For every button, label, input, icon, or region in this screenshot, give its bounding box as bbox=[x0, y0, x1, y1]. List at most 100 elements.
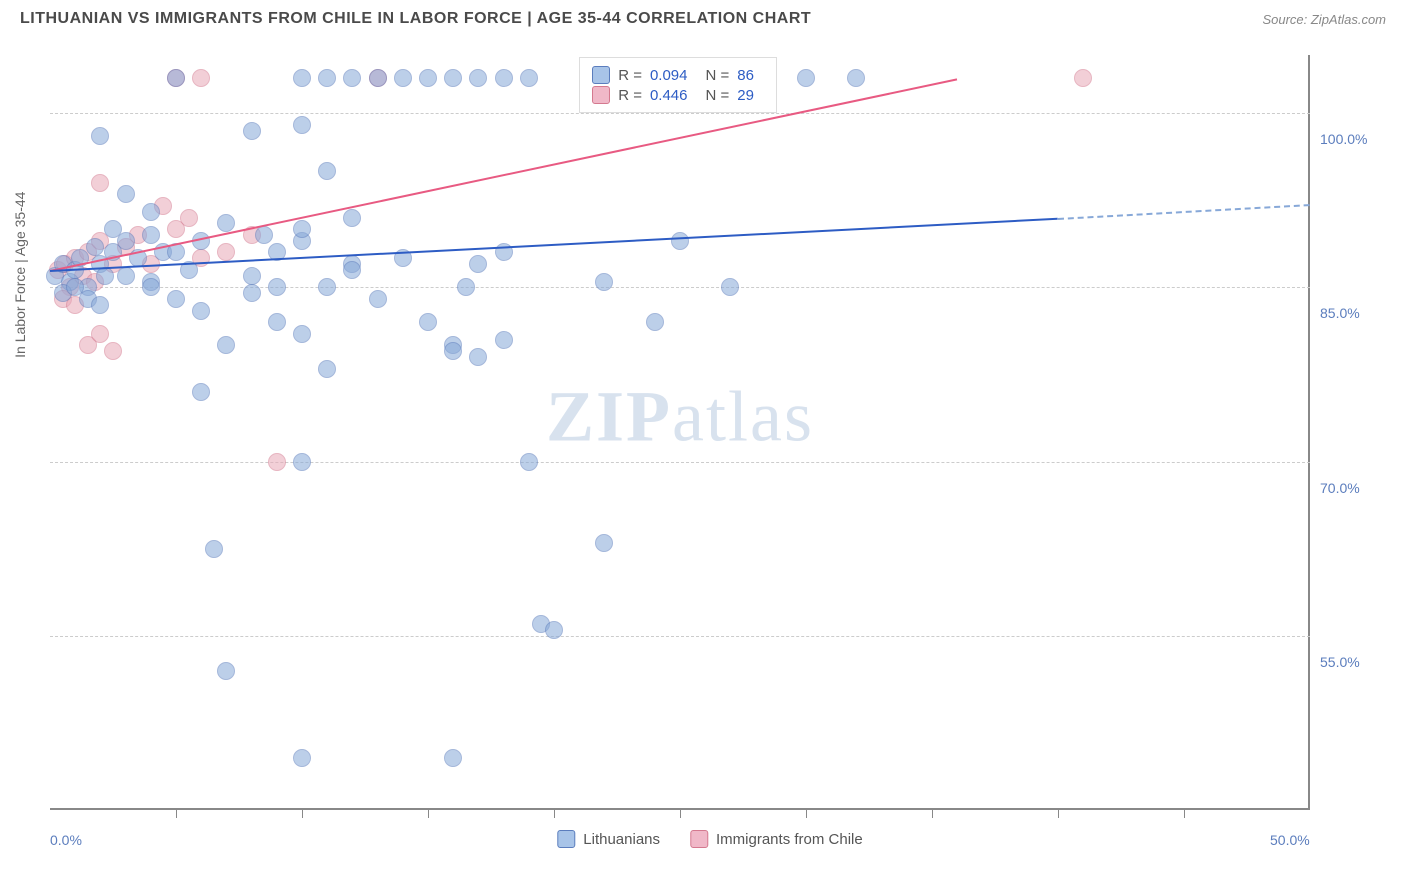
data-point bbox=[369, 69, 387, 87]
data-point bbox=[469, 348, 487, 366]
data-point bbox=[192, 69, 210, 87]
data-point bbox=[469, 255, 487, 273]
data-point bbox=[318, 278, 336, 296]
data-point bbox=[469, 69, 487, 87]
legend-swatch-s2 bbox=[690, 830, 708, 848]
data-point bbox=[104, 342, 122, 360]
data-point bbox=[293, 116, 311, 134]
data-point bbox=[268, 278, 286, 296]
stat-label: N = bbox=[706, 87, 730, 104]
y-tick-label: 55.0% bbox=[1320, 654, 1360, 670]
data-point bbox=[646, 313, 664, 331]
legend: Lithuanians Immigrants from Chile bbox=[557, 830, 862, 848]
x-tick bbox=[1184, 810, 1185, 818]
stat-label: R = bbox=[618, 87, 642, 104]
data-point bbox=[444, 749, 462, 767]
source-label: Source: ZipAtlas.com bbox=[1262, 12, 1386, 27]
data-point bbox=[243, 267, 261, 285]
x-tick bbox=[302, 810, 303, 818]
data-point bbox=[847, 69, 865, 87]
data-point bbox=[520, 69, 538, 87]
data-point bbox=[419, 69, 437, 87]
data-point bbox=[243, 284, 261, 302]
data-point bbox=[444, 69, 462, 87]
x-tick bbox=[428, 810, 429, 818]
data-point bbox=[394, 69, 412, 87]
data-point bbox=[1074, 69, 1092, 87]
data-point bbox=[117, 232, 135, 250]
y-tick-label: 100.0% bbox=[1320, 131, 1367, 147]
data-point bbox=[117, 267, 135, 285]
data-point bbox=[268, 453, 286, 471]
data-point bbox=[91, 127, 109, 145]
y-axis-line bbox=[1308, 55, 1310, 810]
gridline bbox=[50, 287, 1310, 288]
stats-swatch-s2 bbox=[592, 86, 610, 104]
x-tick-label: 0.0% bbox=[50, 832, 82, 848]
stat-r1: 0.094 bbox=[650, 67, 688, 84]
data-point bbox=[217, 662, 235, 680]
x-tick bbox=[932, 810, 933, 818]
x-tick bbox=[1058, 810, 1059, 818]
watermark: ZIPatlas bbox=[546, 376, 814, 459]
chart-area: In Labor Force | Age 35-44 ZIPatlas R = … bbox=[50, 55, 1370, 810]
data-point bbox=[142, 278, 160, 296]
data-point bbox=[192, 302, 210, 320]
data-point bbox=[545, 621, 563, 639]
trend-line bbox=[1058, 204, 1310, 220]
x-tick bbox=[680, 810, 681, 818]
data-point bbox=[167, 290, 185, 308]
y-tick-label: 85.0% bbox=[1320, 305, 1360, 321]
stat-label: R = bbox=[618, 67, 642, 84]
stat-label: N = bbox=[706, 67, 730, 84]
data-point bbox=[797, 69, 815, 87]
stat-r2: 0.446 bbox=[650, 87, 688, 104]
data-point bbox=[243, 122, 261, 140]
data-point bbox=[444, 342, 462, 360]
data-point bbox=[217, 214, 235, 232]
data-point bbox=[91, 325, 109, 343]
data-point bbox=[318, 69, 336, 87]
data-point bbox=[318, 360, 336, 378]
data-point bbox=[495, 331, 513, 349]
x-tick bbox=[176, 810, 177, 818]
data-point bbox=[205, 540, 223, 558]
data-point bbox=[293, 453, 311, 471]
gridline bbox=[50, 113, 1310, 114]
data-point bbox=[167, 69, 185, 87]
data-point bbox=[369, 290, 387, 308]
data-point bbox=[255, 226, 273, 244]
data-point bbox=[343, 69, 361, 87]
legend-swatch-s1 bbox=[557, 830, 575, 848]
data-point bbox=[721, 278, 739, 296]
gridline bbox=[50, 462, 1310, 463]
data-point bbox=[217, 243, 235, 261]
data-point bbox=[91, 174, 109, 192]
data-point bbox=[142, 203, 160, 221]
stat-n2: 29 bbox=[737, 87, 754, 104]
data-point bbox=[343, 209, 361, 227]
stats-swatch-s1 bbox=[592, 66, 610, 84]
data-point bbox=[318, 162, 336, 180]
stats-box: R = 0.094 N = 86 R = 0.446 N = 29 bbox=[579, 57, 777, 113]
scatter-plot: ZIPatlas R = 0.094 N = 86 R = 0.446 N = … bbox=[50, 55, 1310, 810]
data-point bbox=[457, 278, 475, 296]
data-point bbox=[419, 313, 437, 331]
data-point bbox=[268, 313, 286, 331]
data-point bbox=[293, 749, 311, 767]
y-axis-title: In Labor Force | Age 35-44 bbox=[12, 191, 28, 357]
data-point bbox=[293, 69, 311, 87]
legend-label-s1: Lithuanians bbox=[583, 831, 660, 848]
data-point bbox=[495, 69, 513, 87]
data-point bbox=[192, 383, 210, 401]
gridline bbox=[50, 636, 1310, 637]
data-point bbox=[343, 261, 361, 279]
data-point bbox=[117, 185, 135, 203]
data-point bbox=[595, 273, 613, 291]
data-point bbox=[86, 238, 104, 256]
x-tick bbox=[554, 810, 555, 818]
x-tick-label: 50.0% bbox=[1270, 832, 1310, 848]
chart-title: LITHUANIAN VS IMMIGRANTS FROM CHILE IN L… bbox=[20, 10, 811, 28]
data-point bbox=[217, 336, 235, 354]
y-tick-label: 70.0% bbox=[1320, 480, 1360, 496]
